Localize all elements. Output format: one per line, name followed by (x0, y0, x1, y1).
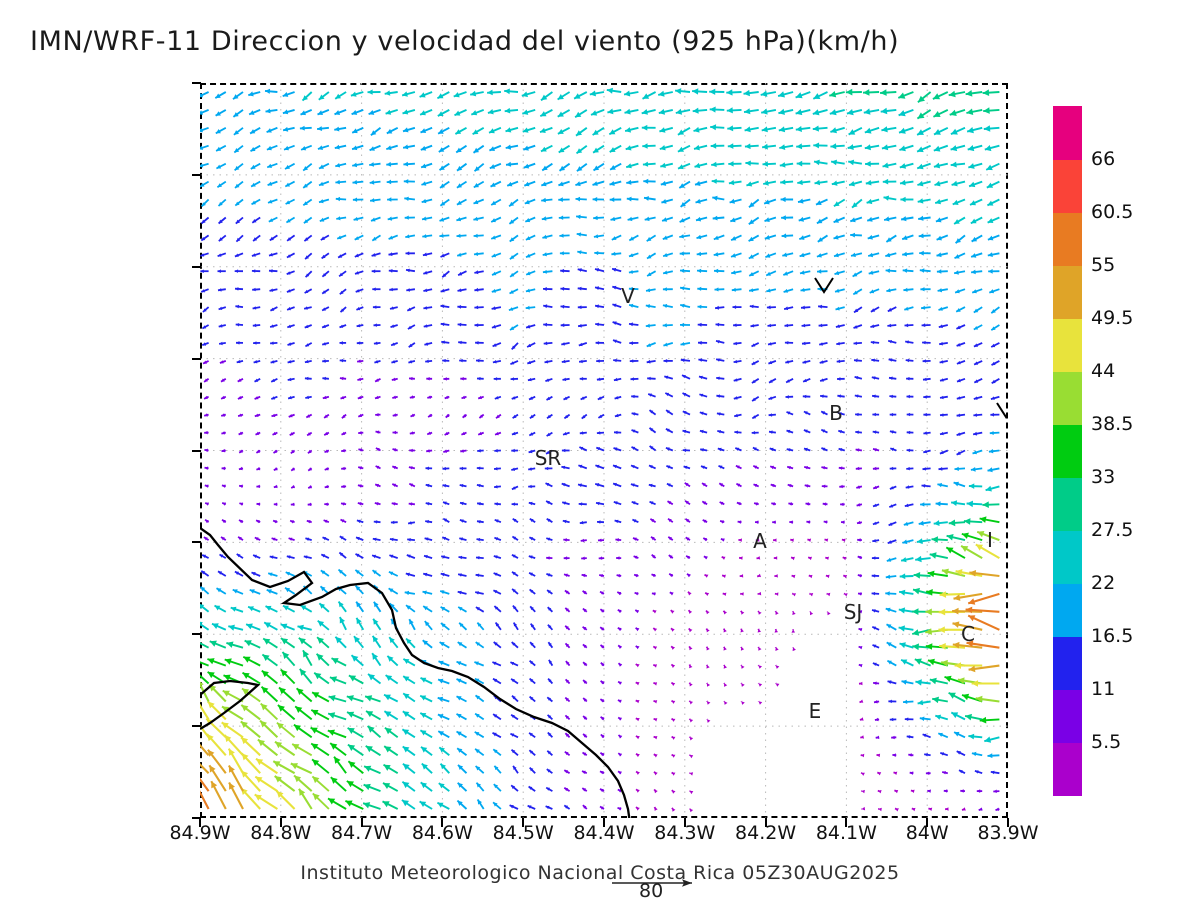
y-axis-tick (192, 266, 201, 268)
colorbar-tick-label: 38.5 (1091, 413, 1133, 435)
y-axis-tick (192, 358, 201, 360)
colorbar-segment (1053, 583, 1082, 637)
city-label: E (809, 699, 822, 723)
x-axis-tick (199, 818, 201, 827)
city-label: SR (535, 446, 562, 470)
reference-vector-label: 80 (639, 880, 663, 902)
colorbar-segment (1053, 106, 1082, 160)
footer-text: Instituto Meteorologico Nacional Costa R… (0, 862, 1200, 884)
x-axis-tick (280, 818, 282, 827)
y-axis-tick (192, 174, 201, 176)
city-label: C (961, 622, 975, 646)
y-axis-tick (192, 450, 201, 452)
colorbar-segment (1053, 477, 1082, 531)
colorbar-segment (1053, 636, 1082, 690)
colorbar-segment (1053, 689, 1082, 743)
city-label: I (987, 528, 993, 552)
colorbar-segment (1053, 159, 1082, 213)
colorbar-segment (1053, 318, 1082, 372)
colorbar-segment (1053, 530, 1082, 584)
colorbar-tick-label: 5.5 (1091, 731, 1121, 753)
colorbar-tick-label: 16.5 (1091, 625, 1133, 647)
colorbar-tick-label: 22 (1091, 572, 1115, 594)
y-axis-tick (192, 633, 201, 635)
wind-arrows (200, 88, 999, 813)
colorbar-tick-label: 44 (1091, 360, 1115, 382)
colorbar-tick-label: 27.5 (1091, 519, 1133, 541)
x-axis-tick (441, 818, 443, 827)
colorbar-segment (1053, 265, 1082, 319)
colorbar-segment (1053, 371, 1082, 425)
city-label: SJ (844, 600, 863, 624)
city-label: B (829, 401, 843, 425)
y-axis-tick (192, 725, 201, 727)
y-axis-tick (192, 82, 201, 84)
colorbar (1053, 106, 1082, 795)
colorbar-segment (1053, 424, 1082, 478)
colorbar-segment (1053, 212, 1082, 266)
x-axis-tick (926, 818, 928, 827)
wind-vector-field (200, 83, 1008, 818)
colorbar-tick-label: 60.5 (1091, 201, 1133, 223)
x-axis-tick (684, 818, 686, 827)
colorbar-tick-label: 49.5 (1091, 307, 1133, 329)
y-axis-tick (192, 541, 201, 543)
x-axis-tick (361, 818, 363, 827)
colorbar-segment (1053, 742, 1082, 796)
city-label: V (621, 284, 635, 308)
colorbar-tick-label: 66 (1091, 148, 1115, 170)
x-axis-tick (522, 818, 524, 827)
chart-title: IMN/WRF-11 Direccion y velocidad del vie… (30, 26, 899, 57)
x-axis-tick (845, 818, 847, 827)
colorbar-tick-label: 33 (1091, 466, 1115, 488)
x-axis-tick (1007, 818, 1009, 827)
city-label: A (753, 529, 767, 553)
x-axis-tick (765, 818, 767, 827)
x-axis-tick (603, 818, 605, 827)
colorbar-tick-label: 55 (1091, 254, 1115, 276)
colorbar-tick-label: 11 (1091, 678, 1115, 700)
plot-area (200, 83, 1008, 818)
